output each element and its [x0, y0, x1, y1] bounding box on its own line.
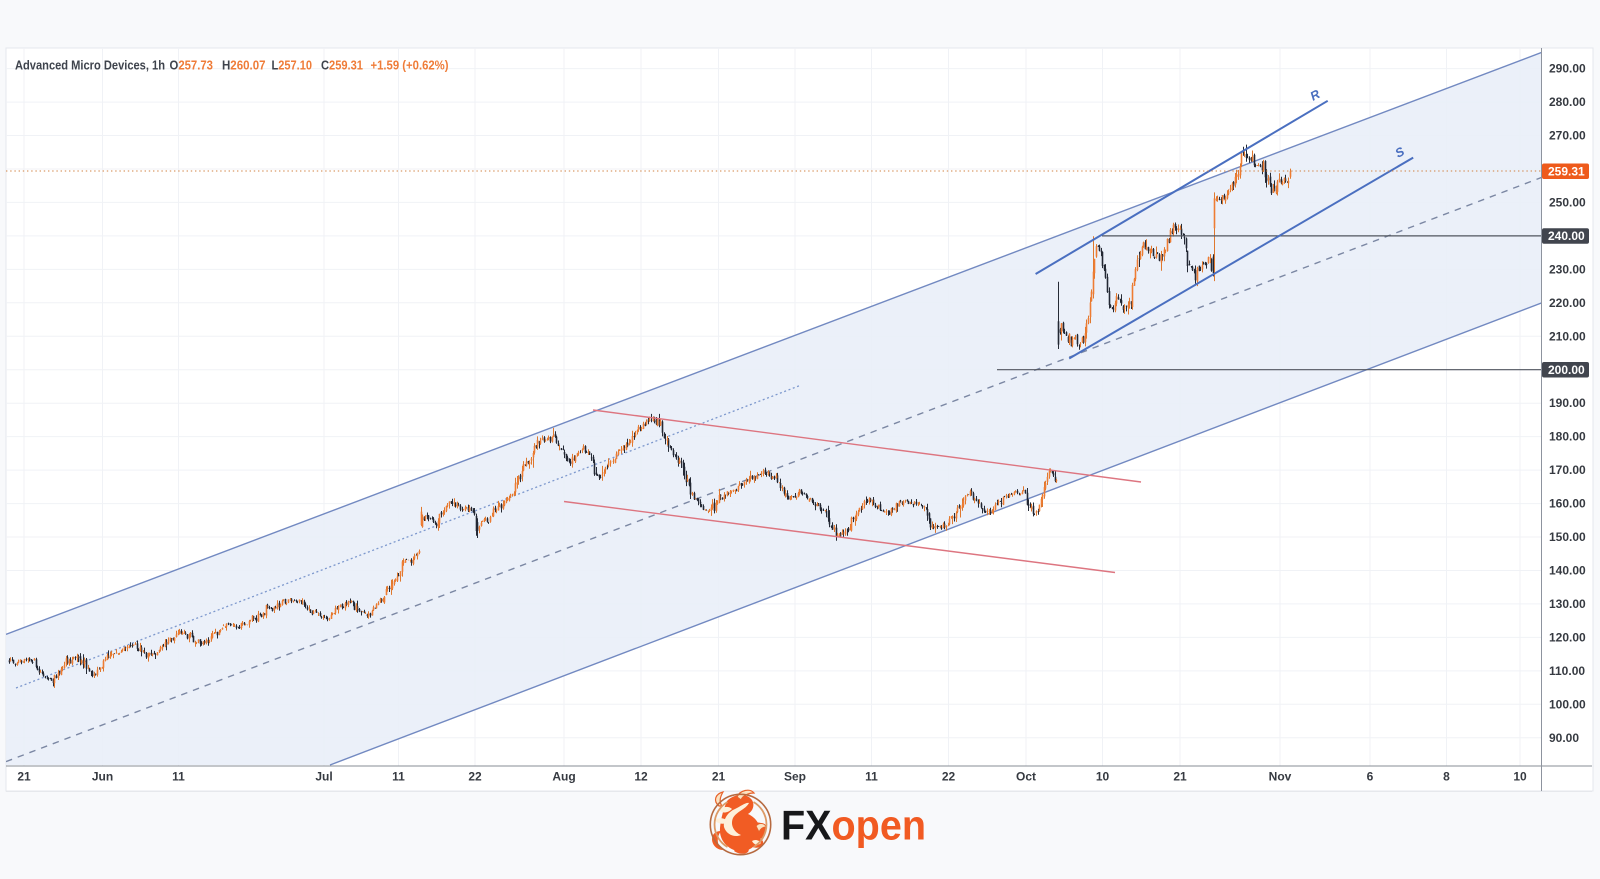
svg-text:21: 21: [17, 770, 31, 784]
svg-text:170.00: 170.00: [1549, 463, 1586, 477]
svg-text:120.00: 120.00: [1549, 630, 1586, 644]
svg-text:10: 10: [1096, 770, 1110, 784]
svg-text:L257.10: L257.10: [272, 59, 313, 73]
svg-text:11: 11: [865, 770, 878, 784]
svg-text:Oct: Oct: [1016, 770, 1036, 784]
svg-text:110.00: 110.00: [1549, 664, 1585, 678]
svg-text:8: 8: [1443, 770, 1450, 784]
svg-text:259.31: 259.31: [1548, 165, 1585, 179]
svg-text:210.00: 210.00: [1549, 329, 1586, 343]
svg-text:21: 21: [1173, 770, 1187, 784]
svg-text:180.00: 180.00: [1549, 430, 1586, 444]
svg-text:22: 22: [468, 770, 482, 784]
svg-text:+1.59 (+0.62%): +1.59 (+0.62%): [371, 59, 449, 73]
svg-text:Advanced Micro Devices, 1h: Advanced Micro Devices, 1h: [15, 59, 165, 73]
svg-text:100.00: 100.00: [1549, 697, 1586, 711]
svg-text:10: 10: [1513, 770, 1527, 784]
svg-text:11: 11: [392, 770, 405, 784]
svg-text:190.00: 190.00: [1549, 396, 1586, 410]
svg-text:150.00: 150.00: [1549, 530, 1586, 544]
svg-text:250.00: 250.00: [1549, 195, 1586, 209]
svg-text:280.00: 280.00: [1549, 95, 1586, 109]
svg-text:200.00: 200.00: [1548, 363, 1585, 377]
svg-text:130.00: 130.00: [1549, 597, 1586, 611]
svg-text:270.00: 270.00: [1549, 129, 1586, 143]
svg-text:Jul: Jul: [315, 770, 332, 784]
svg-text:Nov: Nov: [1269, 770, 1292, 784]
svg-text:H260.07: H260.07: [222, 59, 266, 73]
svg-text:FXopen: FXopen: [781, 802, 926, 849]
svg-text:290.00: 290.00: [1549, 62, 1586, 76]
svg-text:11: 11: [172, 770, 185, 784]
svg-text:240.00: 240.00: [1548, 229, 1585, 243]
svg-text:12: 12: [634, 770, 648, 784]
svg-text:220.00: 220.00: [1549, 296, 1586, 310]
svg-text:6: 6: [1367, 770, 1374, 784]
svg-text:O257.73: O257.73: [170, 59, 214, 73]
svg-text:Aug: Aug: [552, 770, 575, 784]
svg-text:160.00: 160.00: [1549, 497, 1586, 511]
svg-text:22: 22: [942, 770, 956, 784]
svg-text:140.00: 140.00: [1549, 564, 1586, 578]
svg-text:90.00: 90.00: [1549, 731, 1579, 745]
svg-text:Jun: Jun: [92, 770, 113, 784]
svg-text:C259.31: C259.31: [321, 59, 363, 73]
svg-text:Sep: Sep: [784, 770, 806, 784]
svg-text:21: 21: [712, 770, 726, 784]
svg-text:230.00: 230.00: [1549, 262, 1586, 276]
